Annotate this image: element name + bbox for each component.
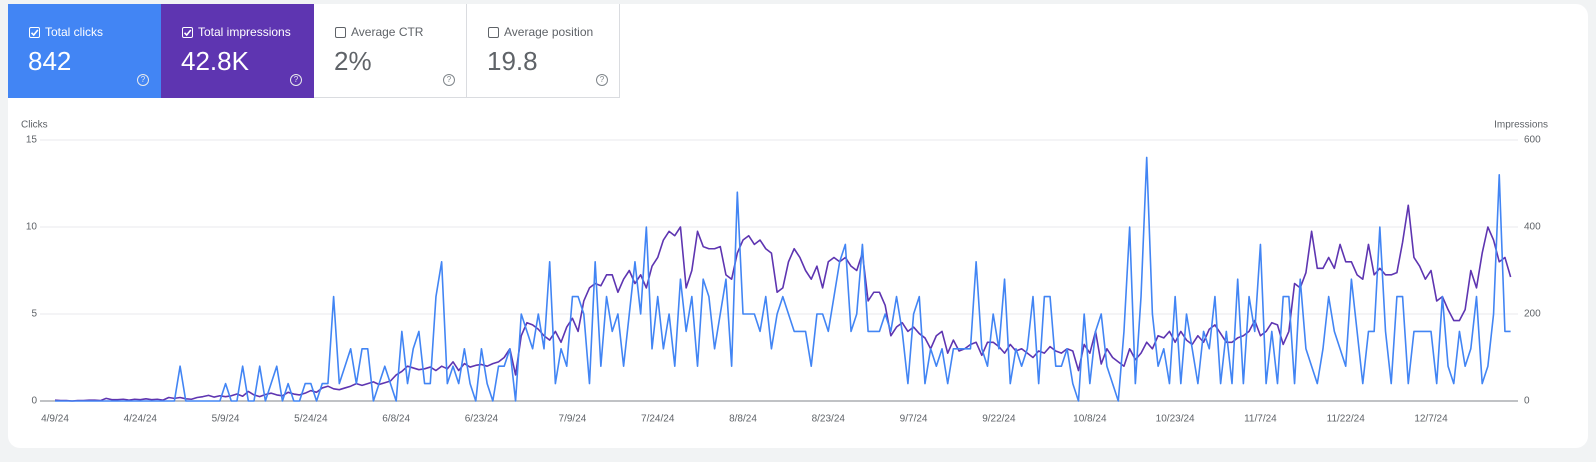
x-tick-label: 6/8/24 [382,414,410,425]
x-tick-label: 10/8/24 [1073,414,1107,425]
x-tick-label: 9/7/24 [900,414,928,425]
help-icon[interactable]: ? [137,74,149,86]
metric-value: 19.8 [487,46,538,76]
metric-cards: Total clicks 842? Total impressions 42.8K? A… [8,4,620,98]
y2-tick-label: 200 [1524,309,1541,320]
x-tick-label: 7/9/24 [559,414,587,425]
metric-value: 42.8K [181,46,249,76]
x-tick-label: 7/24/24 [641,414,675,425]
metric-value: 2% [334,46,372,76]
x-tick-label: 9/22/24 [982,414,1016,425]
x-tick-label: 4/24/24 [124,414,158,425]
x-tick-label: 11/7/24 [1244,414,1277,425]
help-icon[interactable]: ? [443,74,455,86]
checkbox[interactable] [182,27,193,38]
x-tick-label: 4/9/24 [41,414,69,425]
x-tick-label: 11/22/24 [1327,414,1366,425]
y-tick-label: 10 [26,222,38,233]
metric-label: Average CTR [351,25,424,39]
x-tick-label: 10/23/24 [1156,414,1195,425]
help-icon[interactable]: ? [290,74,302,86]
checkbox[interactable] [335,27,346,38]
x-tick-label: 5/24/24 [294,414,328,425]
checkbox[interactable] [29,27,40,38]
y2-tick-label: 600 [1524,135,1541,146]
y-axis-label: Clicks [21,120,48,131]
metric-value: 842 [28,46,72,76]
help-icon[interactable]: ? [596,74,608,86]
check-path [183,29,192,37]
metric-label: Total clicks [45,25,104,39]
performance-panel: Total clicks 842? Total impressions 42.8K? A… [8,4,1588,448]
metric-label: Average position [504,25,594,39]
x-tick-label: 8/8/24 [729,414,757,425]
metric-card[interactable]: Average CTR 2%? [314,4,467,98]
y2-axis-label: Impressions [1494,120,1548,131]
y-tick-label: 5 [31,309,37,320]
checkbox[interactable] [488,27,499,38]
metric-label: Total impressions [198,25,291,39]
series-line [55,156,1511,402]
y2-tick-label: 0 [1524,396,1530,407]
metric-card[interactable]: Total impressions 42.8K? [161,4,314,98]
y2-tick-label: 400 [1524,222,1541,233]
metric-card[interactable]: Total clicks 842? [8,4,161,98]
series-line [54,204,1512,402]
x-tick-label: 8/23/24 [812,414,846,425]
check-path [30,29,39,37]
check-mark [183,29,192,37]
x-tick-label: 12/7/24 [1414,414,1448,425]
check-mark [30,29,39,37]
x-tick-label: 6/23/24 [465,414,499,425]
y-tick-label: 0 [31,396,37,407]
metric-card[interactable]: Average position 19.8? [467,4,620,98]
x-tick-label: 5/9/24 [212,414,240,425]
y-tick-label: 15 [26,135,38,146]
